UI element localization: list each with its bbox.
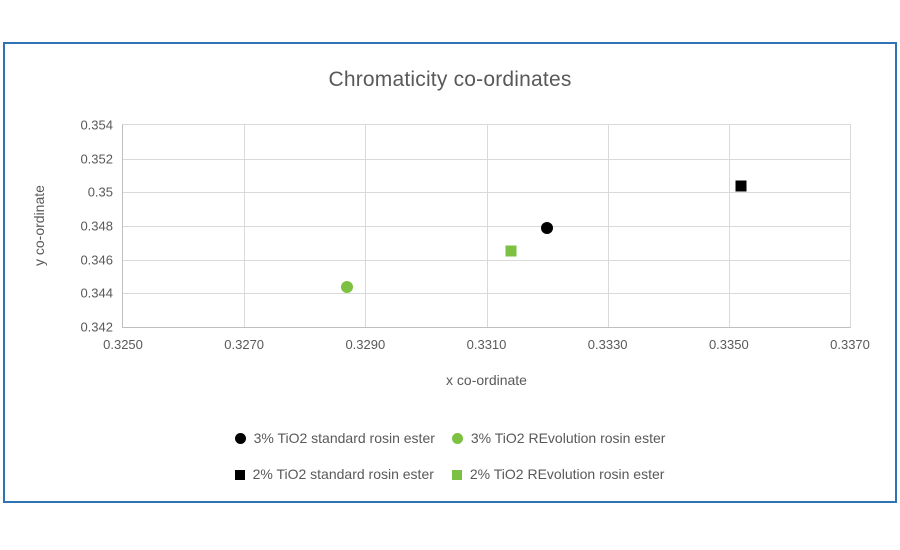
data-point-marker — [341, 280, 354, 293]
legend-item: 3% TiO2 standard rosin ester — [234, 430, 435, 447]
x-tick-label: 0.3270 — [224, 337, 265, 352]
legend-item: 2% TiO2 REvolution rosin ester — [451, 466, 666, 483]
x-tick-label: 0.3250 — [103, 337, 143, 352]
x-tick-label: 0.3350 — [708, 337, 749, 352]
y-tick-label: 0.354 — [80, 117, 113, 133]
horizontal-gridline — [123, 158, 850, 160]
horizontal-gridline — [123, 259, 850, 261]
legend-item: 2% TiO2 standard rosin ester — [234, 466, 435, 483]
x-tick-label: 0.3330 — [587, 337, 628, 352]
legend-item-label: 3% TiO2 standard rosin ester — [253, 430, 435, 446]
horizontal-gridline — [123, 226, 850, 227]
x-tick-label: 0.3370 — [830, 337, 870, 352]
chart-frame: Chromaticity co-ordinates y co-ordinate … — [3, 42, 897, 503]
chart-title: Chromaticity co-ordinates — [328, 68, 572, 91]
legend-item-label: 3% TiO2 REvolution rosin ester — [470, 430, 666, 446]
y-tick-label: 0.346 — [80, 252, 113, 268]
horizontal-gridline — [123, 293, 850, 295]
plot-area: y co-ordinate x co-ordinate 0.3250 0.3270… — [31, 118, 870, 389]
chart-legend: 3% TiO2 standard rosin ester 3% TiO2 REvo… — [5, 430, 895, 483]
legend-circle-icon — [234, 433, 246, 444]
legend-square-icon — [451, 469, 462, 480]
data-point-marker — [505, 245, 517, 257]
horizontal-gridline — [123, 192, 850, 194]
y-tick-label: 0.344 — [80, 285, 113, 301]
legend-item-label: 2% TiO2 REvolution rosin ester — [469, 466, 665, 482]
legend-item-label: 2% TiO2 standard rosin ester — [252, 466, 434, 482]
x-tick-label: 0.3310 — [466, 337, 507, 352]
legend-item: 3% TiO2 REvolution rosin ester — [451, 430, 666, 447]
legend-circle-icon — [451, 433, 463, 444]
data-point-marker — [735, 180, 747, 192]
y-tick-label: 0.35 — [87, 184, 113, 200]
y-tick-label: 0.342 — [80, 319, 113, 335]
data-point-marker — [541, 221, 554, 234]
x-axis-title: x co-ordinate — [446, 372, 527, 388]
y-tick-label: 0.348 — [80, 218, 113, 234]
x-tick-label: 0.3290 — [345, 337, 386, 352]
legend-square-icon — [234, 469, 245, 480]
y-tick-label: 0.352 — [80, 151, 113, 167]
y-axis-title: y co-ordinate — [31, 185, 47, 267]
